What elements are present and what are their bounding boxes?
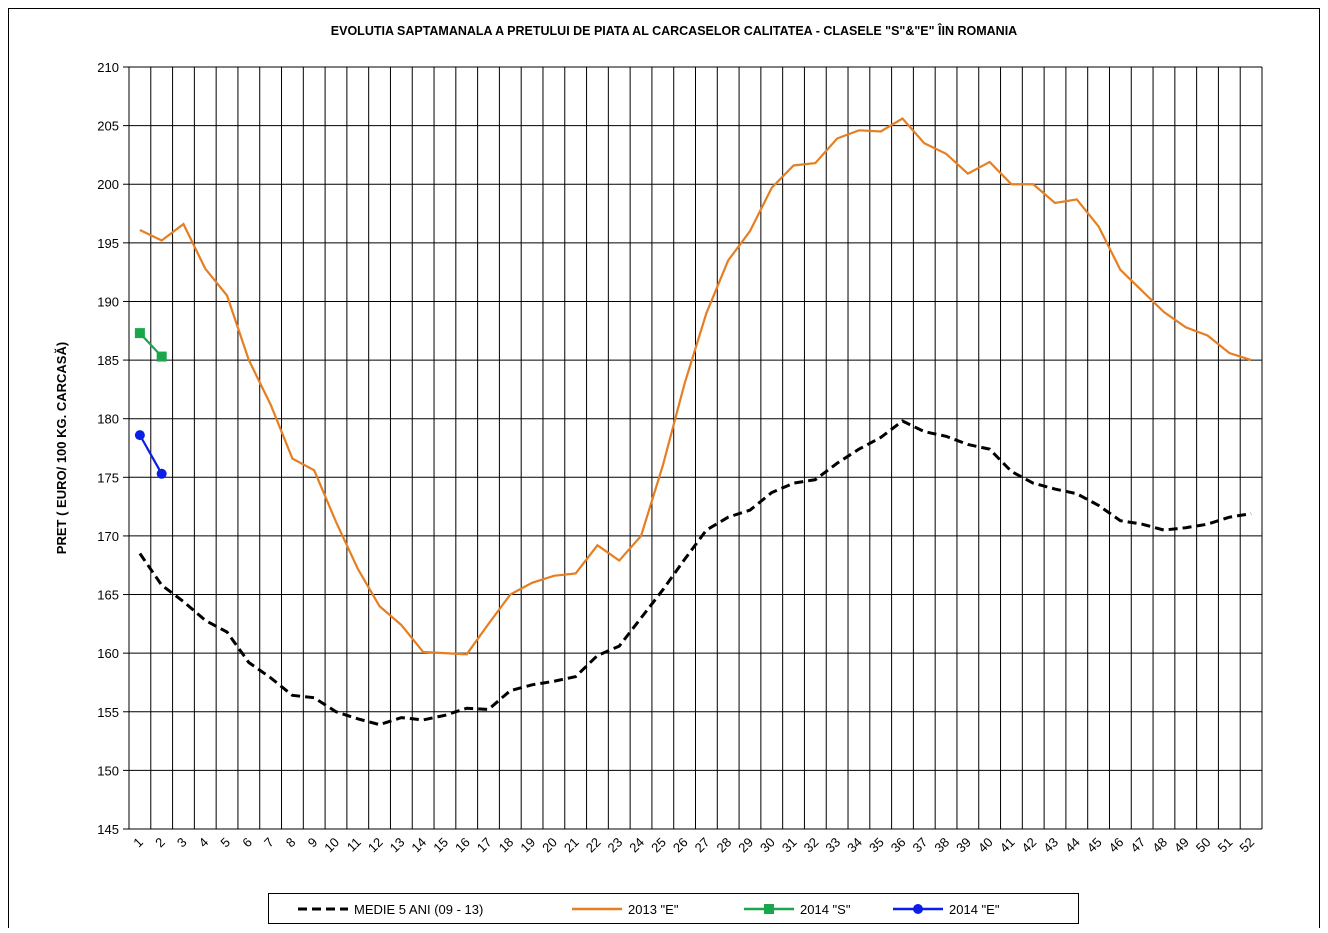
x-tick-label: 1: [130, 835, 146, 851]
y-tick-label: 195: [97, 236, 119, 251]
x-tick-label: 19: [517, 835, 538, 856]
y-axis-label: PRET ( EURO/ 100 KG. CARCASĂ): [54, 342, 69, 554]
x-tick-label: 41: [997, 835, 1018, 856]
x-tick-label: 49: [1171, 835, 1192, 856]
x-tick-label: 51: [1215, 835, 1236, 856]
x-tick-label: 5: [217, 835, 233, 851]
y-tick-label: 200: [97, 177, 119, 192]
point: [134, 328, 145, 339]
x-tick-label: 17: [474, 835, 495, 856]
legend-label: 2014 "S": [800, 902, 851, 917]
series-line: [139, 117, 1252, 656]
x-tick-label: 47: [1127, 835, 1148, 856]
x-tick-label: 25: [648, 835, 669, 856]
x-tick-label: 27: [692, 835, 713, 856]
x-tick-label: 3: [174, 835, 190, 851]
legend-marker: [764, 904, 774, 914]
legend-label: 2014 "E": [949, 902, 1000, 917]
x-tick-label: 24: [626, 835, 647, 856]
x-tick-label: 4: [196, 835, 212, 851]
x-tick-label: 50: [1193, 835, 1214, 856]
x-tick-label: 7: [261, 835, 277, 851]
y-tick-label: 210: [97, 60, 119, 75]
x-tick-label: 26: [670, 835, 691, 856]
legend-label: MEDIE 5 ANI (09 - 13): [354, 902, 483, 917]
x-tick-label: 11: [344, 835, 364, 855]
x-tick-label: 36: [888, 835, 909, 856]
y-tick-label: 165: [97, 588, 119, 603]
x-tick-label: 34: [844, 835, 865, 856]
point: [156, 351, 167, 362]
legend: [268, 893, 1079, 924]
x-tick-label: 48: [1149, 835, 1170, 856]
x-tick-label: 52: [1236, 835, 1257, 856]
point: [156, 468, 167, 479]
x-tick-label: 15: [430, 835, 451, 856]
x-tick-label: 38: [931, 835, 952, 856]
legend-label: 2013 "E": [628, 902, 679, 917]
x-tick-label: 23: [605, 835, 626, 856]
x-tick-label: 30: [757, 835, 778, 856]
y-tick-label: 175: [97, 470, 119, 485]
x-tick-label: 2: [152, 835, 168, 851]
y-tick-label: 170: [97, 529, 119, 544]
y-tick-label: 185: [97, 353, 119, 368]
x-tick-label: 32: [801, 835, 822, 856]
legend-marker: [913, 904, 923, 914]
x-tick-label: 44: [1062, 835, 1083, 856]
x-tick-label: 13: [387, 835, 408, 856]
x-tick-label: 33: [822, 835, 843, 856]
x-tick-label: 45: [1084, 835, 1105, 856]
x-tick-label: 37: [910, 835, 931, 856]
y-tick-label: 180: [97, 412, 119, 427]
x-tick-label: 35: [866, 835, 887, 856]
y-tick-label: 190: [97, 294, 119, 309]
x-tick-label: 10: [321, 835, 342, 856]
x-tick-label: 31: [779, 835, 800, 856]
x-tick-label: 29: [735, 835, 756, 856]
y-tick-label: 160: [97, 646, 119, 661]
x-tick-label: 40: [975, 835, 996, 856]
y-tick-label: 145: [97, 822, 119, 837]
y-tick-label: 155: [97, 705, 119, 720]
x-tick-label: 14: [408, 835, 429, 856]
x-tick-label: 39: [953, 835, 974, 856]
x-tick-label: 6: [239, 835, 255, 851]
x-tick-label: 42: [1019, 835, 1040, 856]
point: [134, 430, 145, 441]
x-tick-label: 18: [496, 835, 517, 856]
series-line: [138, 434, 163, 475]
x-tick-label: 28: [713, 835, 734, 856]
y-tick-label: 150: [97, 763, 119, 778]
x-tick-label: 43: [1040, 835, 1061, 856]
chart-border: [8, 8, 1320, 933]
x-tick-label: 9: [305, 835, 321, 851]
x-tick-label: 22: [583, 835, 604, 856]
series-line: [138, 419, 1252, 727]
x-tick-label: 20: [539, 835, 560, 856]
x-tick-label: 8: [283, 835, 299, 851]
y-tick-label: 205: [97, 119, 119, 134]
x-tick-label: 16: [452, 835, 473, 856]
x-tick-label: 46: [1106, 835, 1127, 856]
x-tick-label: 21: [561, 835, 582, 856]
chart-title: EVOLUTIA SAPTAMANALA A PRETULUI DE PIATA…: [331, 23, 1017, 38]
x-tick-label: 12: [365, 835, 386, 856]
